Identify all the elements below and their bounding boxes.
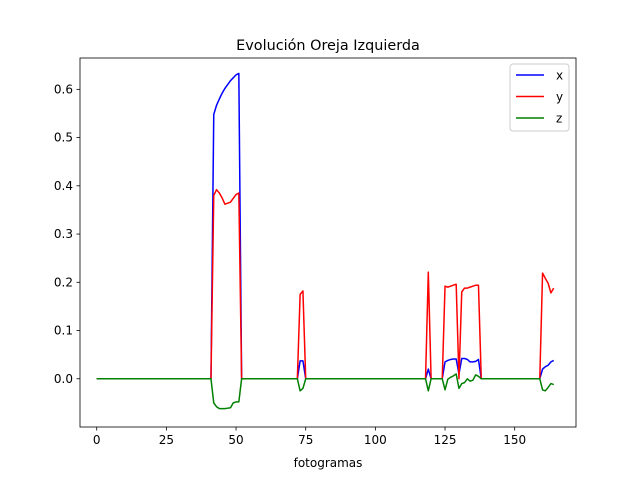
legend-label-x: x (556, 69, 563, 83)
y-tick-label: 0.1 (54, 324, 73, 338)
series-line-x (96, 72, 555, 380)
x-tick-label: 150 (503, 433, 526, 447)
chart-title: Evolución Oreja Izquierda (236, 38, 420, 54)
y-axis: 0.0 0.1 0.2 0.3 0.4 0.5 0.6 (54, 82, 80, 386)
y-tick-label: 0.2 (54, 275, 73, 289)
y-tick-label: 0.3 (54, 227, 73, 241)
y-tick-label: 0.4 (54, 179, 73, 193)
series-line-z (96, 373, 554, 410)
x-tick-label: 125 (434, 433, 457, 447)
x-axis-label: fotogramas (294, 456, 363, 470)
x-tick-label: 0 (93, 433, 101, 447)
y-tick-label: 0.0 (54, 372, 73, 386)
x-tick-label: 50 (228, 433, 243, 447)
x-axis: 0 25 50 75 100 125 150 (93, 427, 526, 447)
legend-label-z: z (556, 112, 562, 126)
series-line-y (96, 188, 555, 380)
x-tick-label: 75 (298, 433, 313, 447)
series-lines (96, 72, 555, 410)
x-tick-label: 25 (159, 433, 174, 447)
x-tick-label: 100 (364, 433, 387, 447)
legend: xyz (509, 63, 570, 132)
legend-label-y: y (556, 90, 563, 104)
legend-box (509, 63, 570, 132)
y-tick-label: 0.5 (54, 131, 73, 145)
plot-frame (79, 57, 577, 428)
y-tick-label: 0.6 (54, 82, 73, 96)
